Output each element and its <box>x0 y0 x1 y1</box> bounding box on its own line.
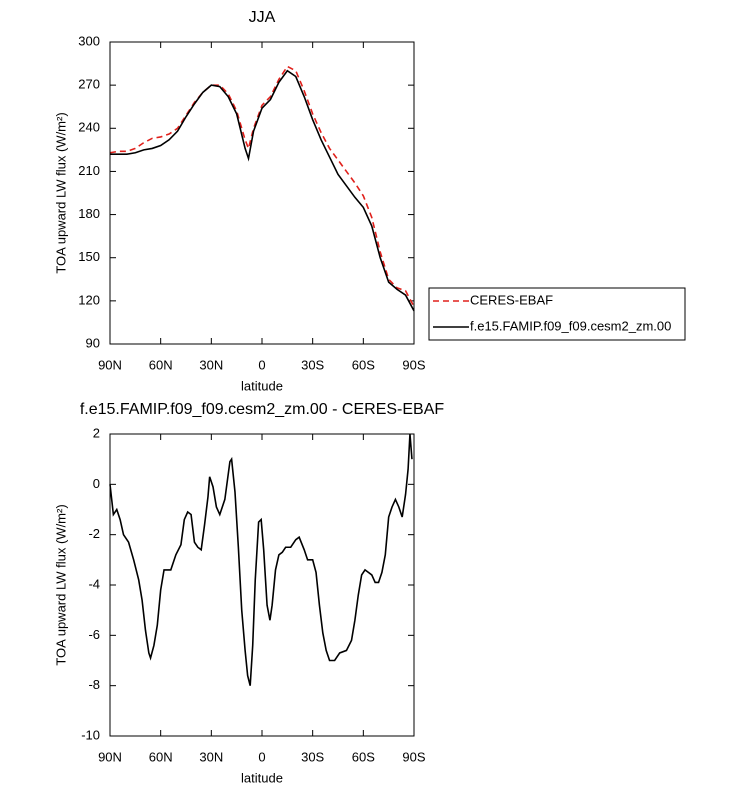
y-axis-label: TOA upward LW flux (W/m²) <box>53 504 68 665</box>
y-tick-label: -10 <box>81 727 100 742</box>
y-tick-label: 90 <box>86 335 100 350</box>
x-tick-label: 30N <box>199 749 223 764</box>
x-tick-label: 30N <box>199 357 223 372</box>
x-tick-label: 0 <box>258 749 265 764</box>
x-tick-label: 90S <box>402 357 425 372</box>
x-tick-label: 30S <box>301 357 324 372</box>
y-axis-label: TOA upward LW flux (W/m²) <box>53 112 68 273</box>
x-tick-label: 30S <box>301 749 324 764</box>
x-tick-label: 90S <box>402 749 425 764</box>
x-axis-label: latitude <box>241 378 283 393</box>
y-tick-label: 180 <box>78 206 100 221</box>
y-tick-label: 120 <box>78 292 100 307</box>
data-line <box>110 69 415 312</box>
x-axis-label: latitude <box>241 770 283 785</box>
y-tick-label: 210 <box>78 163 100 178</box>
y-tick-label: 300 <box>78 33 100 48</box>
y-tick-label: 240 <box>78 120 100 135</box>
x-tick-label: 60N <box>149 357 173 372</box>
x-tick-label: 90N <box>98 357 122 372</box>
y-tick-label: -4 <box>88 576 100 591</box>
x-tick-label: 60S <box>352 357 375 372</box>
x-tick-label: 0 <box>258 357 265 372</box>
legend-label: f.e15.FAMIP.f09_f09.cesm2_zm.00 <box>470 318 671 333</box>
legend-box <box>428 287 686 341</box>
y-tick-label: 2 <box>93 425 100 440</box>
plot-frame <box>109 41 415 345</box>
x-tick-label: 60N <box>149 749 173 764</box>
y-tick-label: -8 <box>88 677 100 692</box>
x-tick-label: 90N <box>98 749 122 764</box>
y-tick-label: 270 <box>78 77 100 92</box>
legend-label: CERES-EBAF <box>470 292 553 307</box>
chart-title: f.e15.FAMIP.f09_f09.cesm2_zm.00 - CERES-… <box>80 401 445 418</box>
chart-title: JJA <box>249 9 276 26</box>
legend: CERES-EBAF f.e15.FAMIP.f09_f09.cesm2_zm.0… <box>428 287 686 341</box>
data-line <box>109 65 415 307</box>
y-tick-label: -6 <box>88 627 100 642</box>
y-tick-label: 0 <box>93 476 100 491</box>
plot-frame <box>109 433 415 737</box>
y-tick-label: -2 <box>88 526 100 541</box>
data-line <box>109 433 413 686</box>
y-tick-label: 150 <box>78 249 100 264</box>
x-tick-label: 60S <box>352 749 375 764</box>
